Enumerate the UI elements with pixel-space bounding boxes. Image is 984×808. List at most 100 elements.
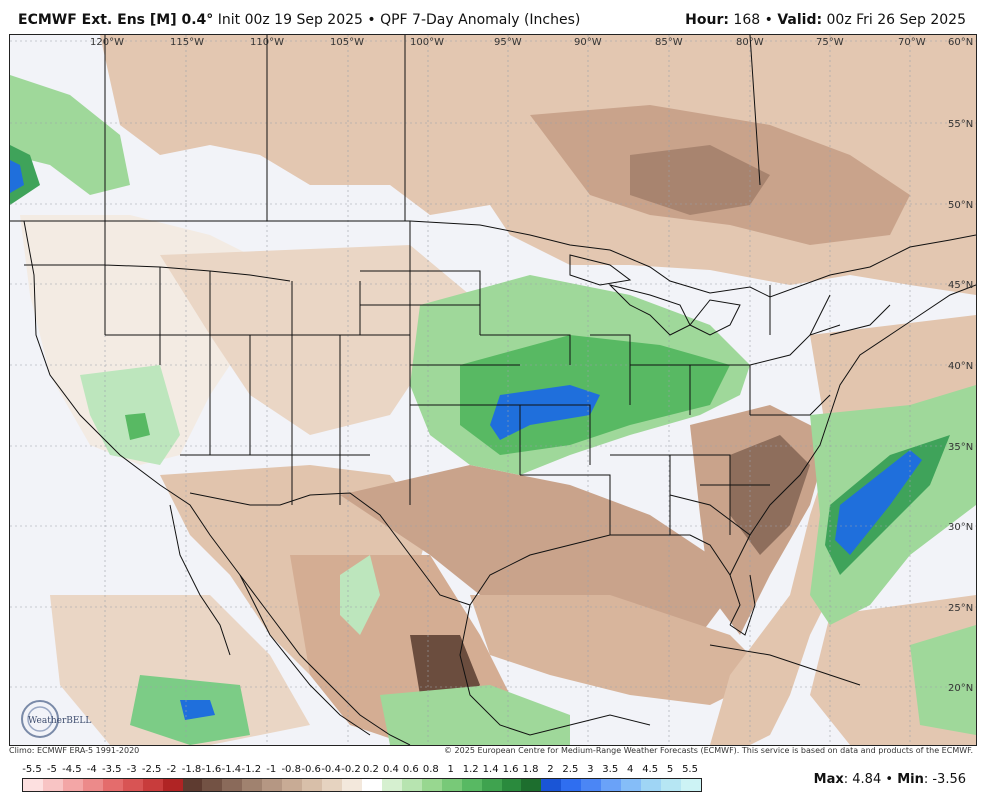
legend-tick-label: -1.6: [201, 764, 222, 775]
legend-ticks: -5.5 -5 -4.5 -4 -3.5 -3 -2.5 -2 -1.8 -1.6 -1.4 -1.2…: [22, 764, 700, 776]
dry-region-plains: [160, 245, 470, 435]
legend-color-cell: [461, 779, 482, 791]
map-panel: 120°W 115°W 110°W 105°W 100°W 95°W 90°W …: [9, 34, 977, 746]
legend-tick-label: 1.2: [462, 764, 479, 775]
legend-color-cell: [342, 779, 362, 791]
legend-color-cell: [142, 779, 163, 791]
lon-label: 110°W: [250, 37, 284, 48]
lon-label: 100°W: [410, 37, 444, 48]
map-title: ECMWF Ext. Ens [M] 0.4° Init 00z 19 Sep …: [18, 12, 580, 28]
legend-color-cell: [302, 779, 323, 791]
legend-tick-label: -1.4: [221, 764, 242, 775]
max-label: Max: [813, 772, 844, 787]
dry-region-pacific: [50, 595, 310, 745]
dry-region-texas: [340, 465, 730, 645]
wet-region-texas-strip: [340, 555, 380, 635]
longitude-labels: 120°W 115°W 110°W 105°W 100°W 95°W 90°W …: [90, 37, 926, 48]
legend-tick-label: 1: [447, 764, 454, 775]
dry-region-hudson: [630, 145, 770, 215]
legend-tick-label: 0.4: [382, 764, 399, 775]
legend-color-cell: [282, 779, 303, 791]
degree-symbol: °: [206, 12, 214, 28]
credits-bar: Climo: ECMWF ERA-5 1991-2020 © 2025 Euro…: [9, 746, 975, 758]
legend-tick-label: -0.6: [301, 764, 321, 775]
lon-label: 120°W: [90, 37, 124, 48]
legend-tick-label: 5: [666, 764, 674, 775]
legend-color-cell: [441, 779, 462, 791]
hour-label: Hour:: [685, 12, 729, 28]
legend-color-cell: [581, 779, 602, 791]
legend-color-cell: [262, 779, 283, 791]
legend-color-cell: [23, 779, 43, 791]
legend-color-cell: [102, 779, 123, 791]
legend-tick-label: 1.8: [522, 764, 539, 775]
legend-tick-label: -3.5: [101, 764, 122, 775]
legend-color-cell: [521, 779, 542, 791]
baja-peninsula: [169, 504, 231, 656]
legend-color-cell: [82, 779, 103, 791]
lat-label: 45°N: [948, 280, 973, 291]
legend-color-cell: [42, 779, 63, 791]
valid-value: 00z Fri 26 Sep 2025: [826, 12, 966, 28]
valid-info: Hour: 168 • Valid: 00z Fri 26 Sep 2025: [685, 12, 966, 28]
wet-region-caribbean: [910, 625, 976, 735]
wet-region-atlantic-blue: [835, 450, 922, 555]
legend-tick-label: -4: [86, 764, 97, 775]
legend-color-cell: [222, 779, 243, 791]
legend-color-cell: [481, 779, 502, 791]
legend-tick-label: -0.8: [281, 764, 301, 775]
legend-tick-label: 1.4: [482, 764, 499, 775]
gulf-coast: [469, 534, 741, 626]
legend-color-cell: [182, 779, 203, 791]
weatherbell-logo: WeatherBELL: [21, 700, 91, 738]
legend-color-cell: [661, 779, 681, 791]
wet-region-central-america: [380, 685, 570, 745]
max-value: 4.84: [852, 772, 882, 787]
graticule: [10, 35, 976, 745]
legend-color-cell: [541, 779, 562, 791]
legend-tick-label: -3: [126, 764, 137, 775]
wet-region-pnw: [10, 75, 130, 195]
anomaly-map: 120°W 115°W 110°W 105°W 100°W 95°W 90°W …: [10, 35, 976, 745]
legend-tick-label: 2.5: [562, 764, 579, 775]
legend-color-cell: [641, 779, 661, 791]
legend-tick-label: 0.8: [422, 764, 439, 775]
east-coast: [729, 284, 976, 576]
us-mexico-border: [189, 492, 471, 606]
legend-tick-label: 0.2: [363, 764, 379, 775]
borders: [10, 35, 976, 745]
dry-region-gulf: [470, 595, 770, 705]
lon-label: 95°W: [494, 37, 522, 48]
lon-label: 75°W: [816, 37, 844, 48]
header: ECMWF Ext. Ens [M] 0.4° Init 00z 19 Sep …: [0, 0, 984, 34]
legend-tick-label: -5.5: [22, 764, 42, 775]
legend-tick-label: -2: [166, 764, 177, 775]
max-min-stats: Max: 4.84 • Min: -3.56: [813, 772, 966, 787]
legend-color-cell: [501, 779, 522, 791]
wet-region-pacific-low-blue: [180, 700, 215, 720]
wet-region-pnw-blue: [10, 160, 24, 193]
west-coast: [23, 220, 411, 745]
legend-tick-label: 0.6: [402, 764, 419, 775]
min-value: -3.56: [932, 772, 966, 787]
wet-region-california-core: [125, 413, 150, 440]
legend-tick-label: 1.6: [502, 764, 519, 775]
valid-separator: •: [764, 12, 773, 28]
legend-color-cell: [401, 779, 422, 791]
state-lines-west: [24, 221, 411, 505]
lat-label: 60°N: [948, 37, 973, 48]
lat-label: 55°N: [948, 119, 973, 130]
state-lines-east: [669, 285, 891, 536]
lat-label: 25°N: [948, 603, 973, 614]
climo-credit: Climo: ECMWF ERA-5 1991-2020: [9, 746, 140, 755]
legend-tick-label: -5: [46, 764, 57, 775]
lat-label: 35°N: [948, 442, 973, 453]
logo-text: WeatherBELL: [28, 716, 91, 726]
florida: [729, 574, 756, 636]
legend-tick-label: 4.5: [642, 764, 659, 775]
color-legend: [22, 778, 702, 792]
min-label: Min: [897, 772, 924, 787]
legend-tick-label: 5.5: [682, 764, 698, 775]
legend-color-cell: [122, 779, 143, 791]
lon-label: 70°W: [898, 37, 926, 48]
